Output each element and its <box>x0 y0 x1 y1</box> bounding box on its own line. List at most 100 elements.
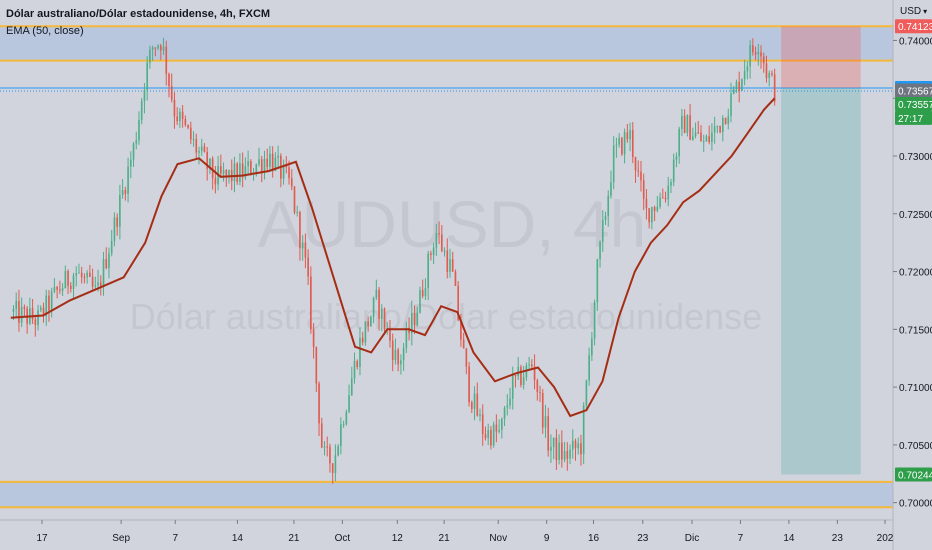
time-tick-label: Sep <box>112 533 130 544</box>
candle-body <box>293 186 296 213</box>
candle-body <box>653 207 656 211</box>
candle-body <box>501 418 503 430</box>
candle-body <box>765 63 768 78</box>
position-tool[interactable] <box>781 26 861 475</box>
candle-body <box>394 349 397 361</box>
support-zone[interactable] <box>0 481 893 508</box>
candle-body <box>471 402 473 409</box>
candle-body <box>727 115 730 124</box>
candle-body <box>307 257 309 277</box>
candle-body <box>539 392 541 394</box>
time-tick-label: Nov <box>489 533 507 544</box>
candle-body <box>64 270 67 289</box>
candle-body <box>421 290 424 297</box>
candle-body <box>184 118 187 125</box>
candle-body <box>773 74 776 102</box>
candle-body <box>495 424 498 432</box>
candle-body <box>312 329 315 347</box>
time-axis[interactable]: 17 Sep 7 14 21 Oct 12 21 Nov 9 16 23 Dic 7 14 23 202 <box>0 519 894 544</box>
candle-body <box>83 277 86 279</box>
candle-body <box>413 312 416 325</box>
candle-body <box>719 125 721 133</box>
candle-body <box>97 282 99 286</box>
candle-body <box>50 291 53 311</box>
candle-body <box>380 308 383 319</box>
price-tick-label: 0.74000 <box>899 36 932 47</box>
currency-selector[interactable]: USD ▾ <box>900 6 927 17</box>
last-price-label-bg <box>895 83 932 98</box>
candle-body <box>18 301 20 323</box>
candle-body <box>277 155 279 158</box>
candle-body <box>498 429 500 432</box>
candle-body <box>364 321 367 343</box>
candle-body <box>34 319 37 325</box>
candle-body <box>80 272 83 278</box>
candle-body <box>735 81 738 90</box>
candle-body <box>159 45 162 51</box>
candle-body <box>361 337 364 343</box>
candle-body <box>89 272 91 277</box>
ema-line[interactable] <box>10 97 776 418</box>
resistance-zone[interactable] <box>0 26 893 61</box>
candle-body <box>345 411 348 425</box>
price-axis[interactable]: 0.740000.735000.730000.725000.720000.715… <box>892 0 932 550</box>
candle-body <box>462 339 465 349</box>
candle-body <box>670 182 672 186</box>
candle-body <box>135 140 138 144</box>
candle-body <box>536 380 539 393</box>
price-tick-label: 0.71000 <box>899 383 932 394</box>
candle-body <box>400 360 402 365</box>
candle-body <box>631 130 634 158</box>
time-tick-label: Oct <box>335 533 351 544</box>
candle-body <box>460 319 462 340</box>
candle-body <box>481 414 484 435</box>
time-tick-label: 7 <box>738 533 744 544</box>
candle-body <box>105 259 108 269</box>
candle-body <box>255 164 258 173</box>
candle-body <box>664 197 667 200</box>
candle-body <box>528 364 530 366</box>
candle-body <box>503 407 506 419</box>
indicator-legend[interactable]: EMA (50, close) <box>6 25 84 37</box>
candle-body <box>143 90 146 102</box>
candle-body <box>239 163 241 182</box>
candle-body <box>67 270 69 286</box>
candle-body <box>320 423 323 448</box>
candle-body <box>250 161 252 175</box>
symbol-title[interactable]: Dólar australiano/Dólar estadounidense, … <box>6 8 271 20</box>
price-tick-label: 0.70000 <box>899 499 932 510</box>
stop-loss-area[interactable] <box>781 26 861 88</box>
candle-body <box>708 136 710 143</box>
candle-body <box>173 99 176 117</box>
candle-body <box>531 364 533 367</box>
candle-body <box>31 308 34 320</box>
candle-body <box>290 178 293 187</box>
candle-body <box>743 71 746 80</box>
candle-body <box>20 306 23 323</box>
candle-body <box>383 308 386 330</box>
candle-body <box>697 132 700 134</box>
watermark-name: Dólar australiano/Dólar estadounidense <box>130 296 762 337</box>
candle-body <box>691 136 694 140</box>
candle-body <box>391 340 394 361</box>
candle-body <box>435 233 438 248</box>
candle-body <box>721 117 724 133</box>
take-profit-area[interactable] <box>781 87 861 475</box>
candle-body <box>514 375 517 377</box>
candle-body <box>484 434 487 439</box>
candle-body <box>233 163 236 181</box>
candle-body <box>274 157 277 171</box>
candle-body <box>15 301 18 309</box>
candle-body <box>555 437 558 460</box>
candle-body <box>659 197 661 207</box>
candle-body <box>506 405 509 408</box>
candle-body <box>509 398 511 406</box>
candle-body <box>323 446 326 448</box>
candle-body <box>12 308 15 312</box>
price-tick-label: 0.70500 <box>899 441 932 452</box>
candle-body <box>127 166 129 194</box>
candle-body <box>771 73 773 75</box>
watermark: AUDUSD, 4h Dólar australiano/Dólar estad… <box>130 187 762 337</box>
candle-body <box>768 73 771 78</box>
